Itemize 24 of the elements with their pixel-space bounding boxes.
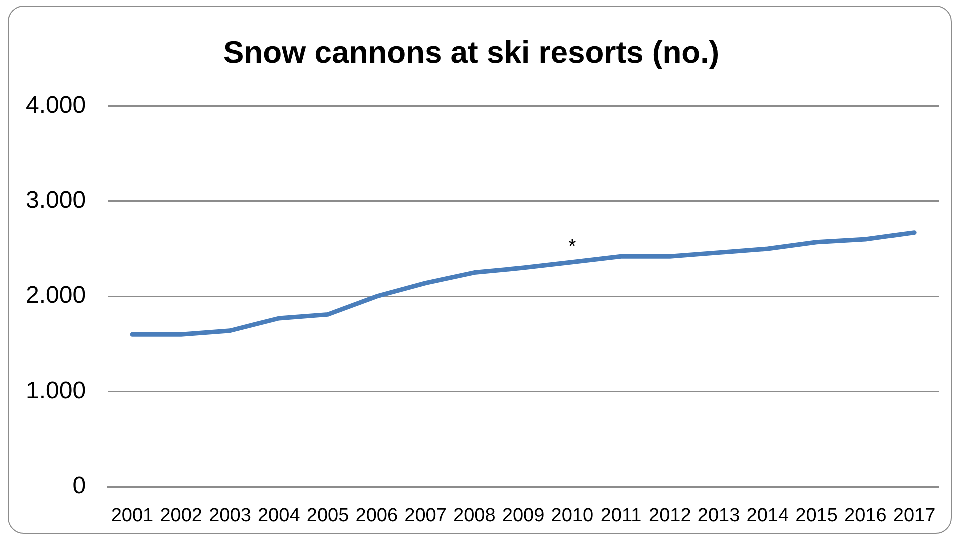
x-tick-label: 2008 (454, 506, 496, 527)
annotation: * (568, 236, 577, 258)
y-tick-label: 1.000 (26, 377, 86, 404)
x-tick-label: 2001 (111, 506, 154, 527)
x-tick-label: 2013 (698, 506, 740, 527)
x-tick-label: 2007 (404, 506, 447, 527)
chart-title: Snow cannons at ski resorts (no.) (223, 35, 720, 70)
x-tick-label: 2006 (356, 506, 398, 527)
x-tick-label: 2011 (600, 506, 642, 527)
x-tick-label: 2016 (844, 506, 887, 527)
x-tick-label: 2003 (209, 506, 252, 527)
y-tick-label: 3.000 (26, 187, 86, 214)
x-tick-label: 2014 (746, 506, 790, 527)
x-tick-label: 2012 (649, 506, 692, 527)
x-tick-label: 2005 (306, 506, 350, 527)
y-tick-label: 0 (72, 472, 86, 500)
y-tick-label: 4.000 (26, 92, 86, 119)
x-tick-label: 2002 (160, 506, 203, 527)
y-tick-label: 2.000 (26, 282, 86, 310)
x-tick-label: 2004 (258, 506, 301, 527)
x-tick-label: 2009 (502, 506, 545, 527)
x-tick-label: 2017 (893, 506, 936, 527)
x-tick-label: 2010 (551, 506, 594, 527)
x-tick-label: 2015 (796, 506, 838, 527)
